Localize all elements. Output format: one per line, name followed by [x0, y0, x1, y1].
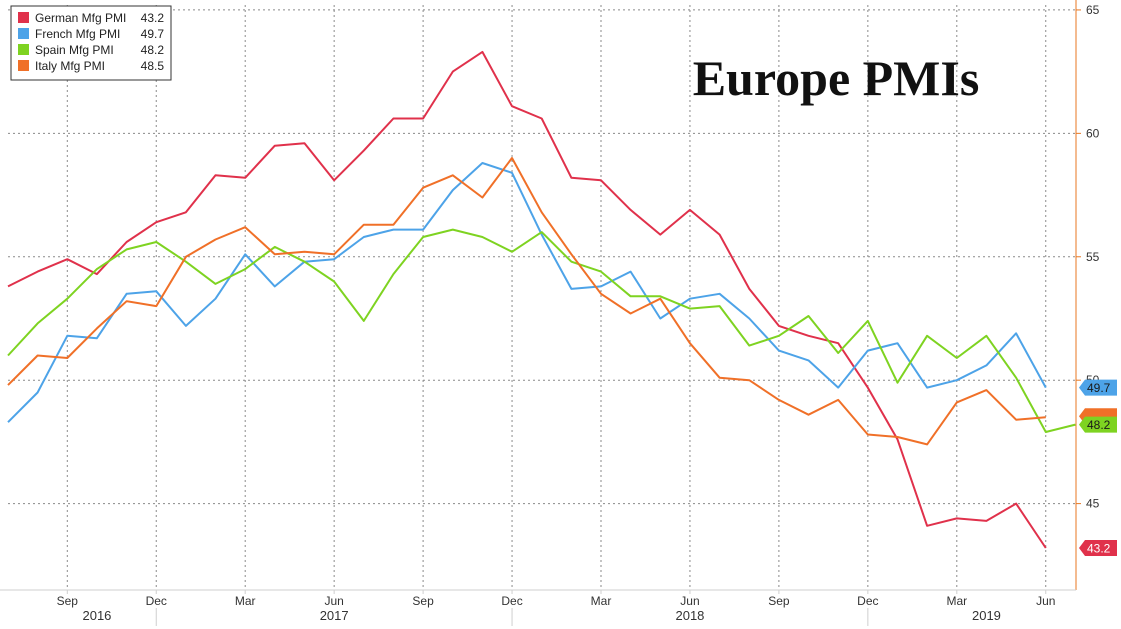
y-tick-label: 45: [1086, 497, 1100, 511]
x-tick-label: Mar: [235, 594, 256, 608]
x-tick-label: Dec: [857, 594, 878, 608]
legend-label: Spain Mfg PMI: [35, 43, 114, 57]
y-tick-label: 60: [1086, 126, 1100, 140]
legend-label: Italy Mfg PMI: [35, 59, 105, 73]
legend-value: 48.5: [141, 59, 165, 73]
value-tag: [1079, 416, 1117, 433]
legend-label: German Mfg PMI: [35, 11, 126, 25]
axes: 4550556065SepDecMarJunSepDecMarJunSepDec…: [0, 0, 1100, 626]
year-label: 2017: [320, 608, 349, 623]
x-tick-label: Mar: [591, 594, 612, 608]
year-label: 2019: [972, 608, 1001, 623]
chart-title: Europe PMIs: [693, 50, 980, 106]
series-line-italy: [7, 157, 1046, 446]
legend-value: 49.7: [141, 27, 165, 41]
y-tick-label: 65: [1086, 3, 1100, 17]
value-tag-label: 49.7: [1087, 381, 1111, 395]
value-tag-label: 43.2: [1087, 542, 1111, 556]
x-tick-label: Jun: [680, 594, 699, 608]
last-value-tags: 49.7 48.2 43.2: [1079, 379, 1117, 557]
series-line-french: [7, 162, 1047, 423]
legend-swatch: [18, 44, 29, 55]
legend-swatch: [18, 60, 29, 71]
x-tick-label: Dec: [146, 594, 167, 608]
x-tick-label: Dec: [501, 594, 522, 608]
x-tick-label: Sep: [57, 594, 79, 608]
y-tick-label: 55: [1086, 250, 1100, 264]
series-lines: [7, 50, 1076, 549]
series-line-spain: [7, 228, 1076, 433]
year-label: 2016: [82, 608, 111, 623]
legend-swatch: [18, 12, 29, 23]
legend-value: 43.2: [141, 11, 165, 25]
year-label: 2018: [675, 608, 704, 623]
legend: German Mfg PMI 43.2 French Mfg PMI 49.7 Spai…: [10, 5, 172, 81]
x-tick-label: Mar: [946, 594, 967, 608]
legend-swatch: [18, 28, 29, 39]
value-tag-label: 48.2: [1087, 418, 1111, 432]
legend-label: French Mfg PMI: [35, 27, 120, 41]
x-tick-label: Sep: [768, 594, 790, 608]
x-tick-label: Sep: [412, 594, 434, 608]
x-tick-label: Jun: [324, 594, 343, 608]
x-tick-label: Jun: [1036, 594, 1055, 608]
series-line-german: [7, 50, 1047, 549]
legend-box: [10, 5, 172, 81]
value-tag: [1079, 379, 1117, 396]
value-tag: [1079, 540, 1117, 557]
legend-value: 48.2: [141, 43, 165, 57]
